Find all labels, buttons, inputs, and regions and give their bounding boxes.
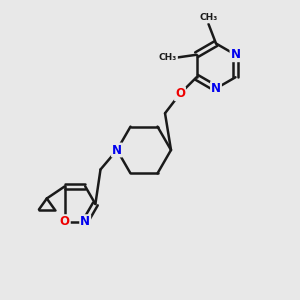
- Text: O: O: [175, 87, 185, 100]
- Text: N: N: [211, 82, 221, 95]
- Text: N: N: [80, 215, 90, 228]
- Text: O: O: [60, 215, 70, 228]
- Text: CH₃: CH₃: [159, 53, 177, 62]
- Text: CH₃: CH₃: [200, 14, 217, 22]
- Text: N: N: [230, 48, 241, 61]
- Text: N: N: [112, 143, 122, 157]
